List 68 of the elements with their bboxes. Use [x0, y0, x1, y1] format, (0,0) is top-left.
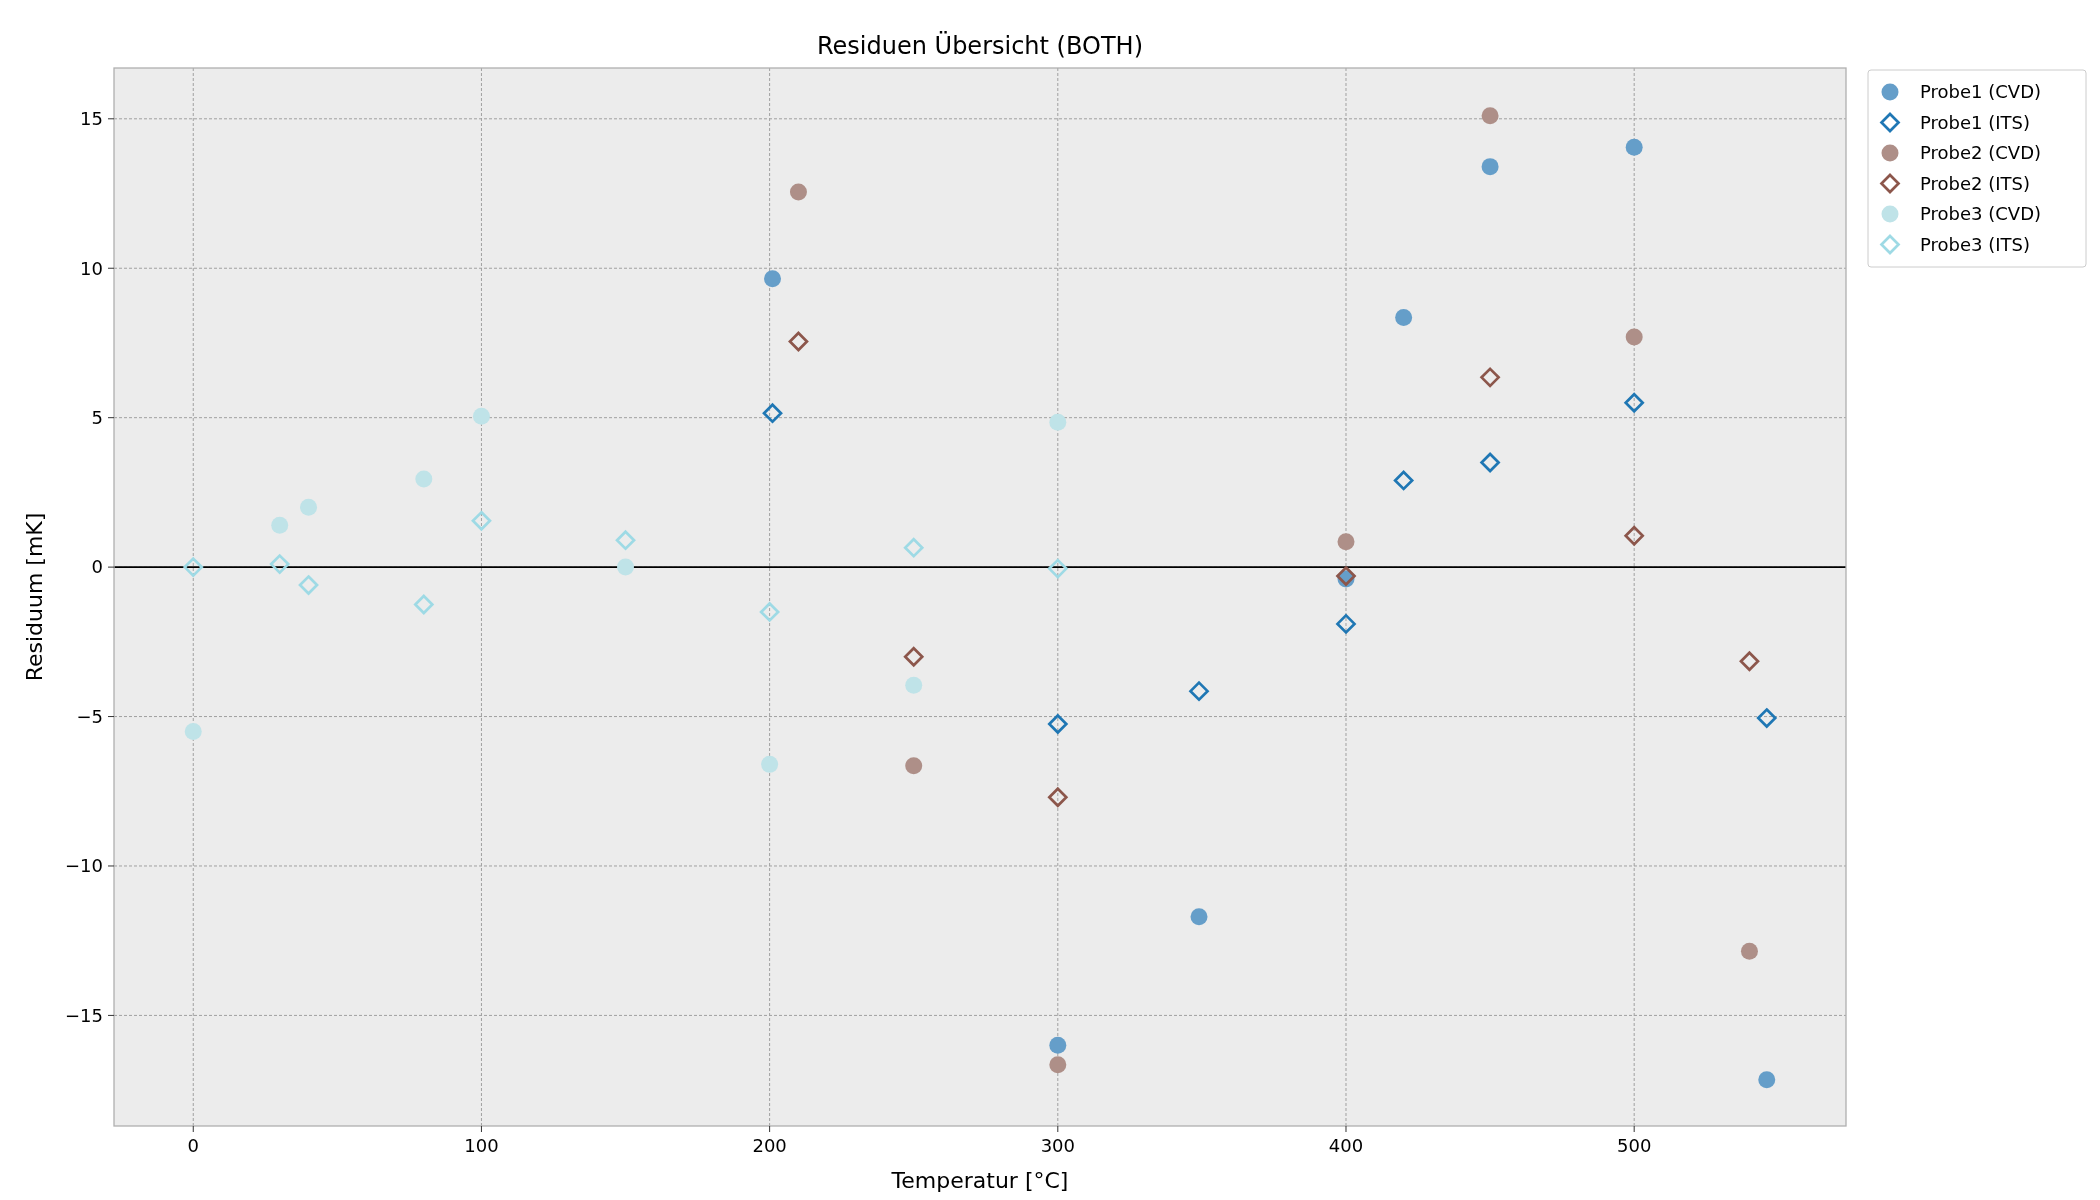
point — [759, 602, 780, 622]
point — [1189, 681, 1209, 701]
x-tick-label: 200 — [752, 1135, 787, 1156]
point — [1049, 1056, 1067, 1074]
point — [903, 646, 924, 667]
chart-title: Residuen Übersicht (BOTH) — [816, 31, 1144, 60]
point — [1049, 1036, 1067, 1054]
point — [788, 331, 809, 352]
x-tick-label: 300 — [1040, 1135, 1075, 1156]
point — [1758, 1071, 1776, 1089]
point — [1190, 908, 1208, 926]
point — [1481, 107, 1499, 125]
point — [1739, 651, 1760, 672]
x-axis-title: Temperatur [°C] — [890, 1168, 1069, 1193]
point — [184, 722, 202, 740]
point — [1480, 452, 1500, 473]
point — [1740, 942, 1758, 960]
point — [1047, 714, 1068, 734]
point — [415, 470, 433, 488]
point — [764, 270, 782, 288]
point — [269, 554, 290, 574]
point — [413, 594, 434, 615]
x-tick-label: 100 — [464, 1135, 499, 1156]
point — [1047, 787, 1068, 808]
y-tick-label: 0 — [91, 556, 103, 578]
point — [1625, 138, 1643, 156]
y-tick-label: 15 — [80, 108, 103, 130]
point — [1756, 708, 1777, 728]
legend-label: Probe1 (ITS) — [1920, 111, 2031, 133]
point — [1480, 367, 1500, 388]
point — [789, 183, 807, 201]
legend-label: Probe2 (ITS) — [1920, 172, 2031, 194]
y-tick-label: −10 — [65, 855, 103, 877]
point — [1624, 392, 1645, 413]
point — [1395, 309, 1413, 327]
y-axis-title: Residuum [mK] — [22, 512, 47, 682]
legend-label: Probe2 (CVD) — [1920, 142, 2042, 164]
y-tick-label: −5 — [76, 705, 103, 727]
point — [1624, 525, 1645, 546]
y-tick-label: −15 — [65, 1004, 103, 1026]
point — [1337, 533, 1355, 551]
point — [1393, 470, 1414, 491]
point — [617, 558, 635, 576]
point — [761, 755, 779, 773]
y-tick-label: 10 — [80, 257, 103, 279]
point — [905, 757, 923, 775]
point — [300, 498, 318, 516]
x-tick-label: 0 — [187, 1135, 199, 1156]
legend-label: Probe3 (ITS) — [1920, 233, 2031, 255]
y-tick-label: 5 — [91, 406, 103, 428]
point — [1625, 328, 1643, 346]
point — [1047, 558, 1068, 579]
point — [1336, 614, 1356, 634]
legend-label: Probe1 (CVD) — [1920, 81, 2042, 103]
point — [298, 575, 319, 595]
point — [903, 537, 924, 558]
x-tick-label: 500 — [1617, 1135, 1652, 1156]
point — [762, 403, 783, 424]
point — [472, 407, 490, 425]
x-tick-label: 400 — [1328, 1135, 1364, 1156]
legend-label: Probe3 (CVD) — [1920, 203, 2042, 225]
point — [471, 510, 492, 531]
point — [183, 557, 204, 577]
point — [1049, 413, 1067, 431]
point — [905, 676, 923, 694]
point — [271, 516, 289, 534]
point — [1481, 158, 1499, 176]
point — [615, 530, 636, 551]
